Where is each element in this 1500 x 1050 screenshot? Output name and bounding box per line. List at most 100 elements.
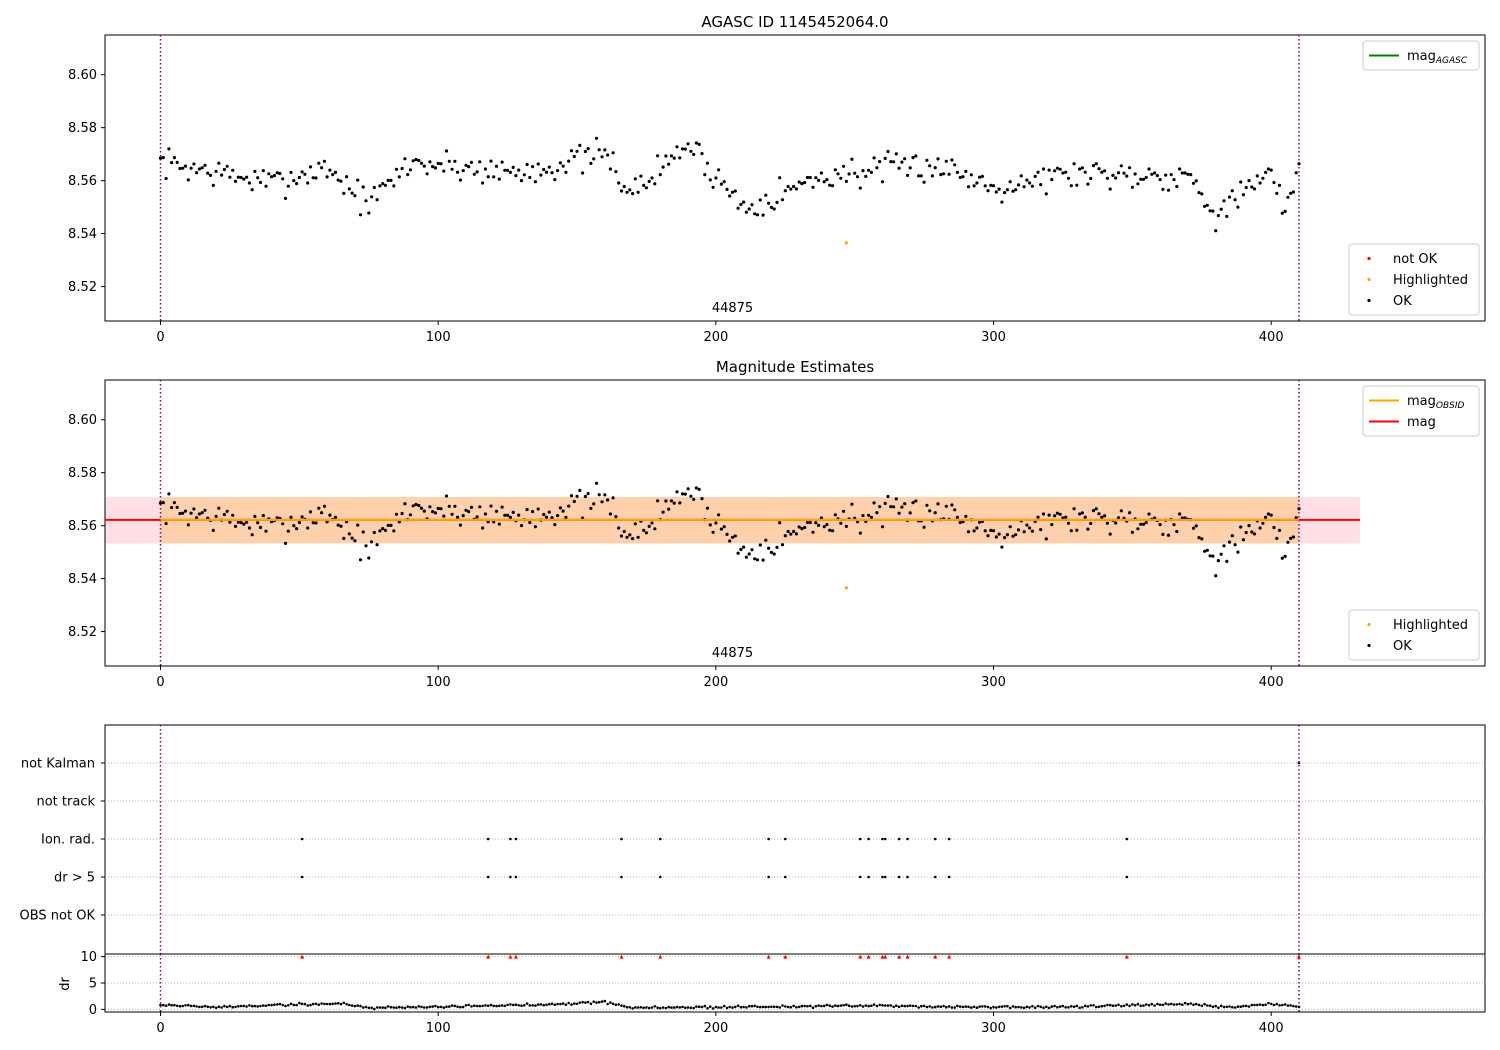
ok-point <box>1236 205 1240 209</box>
ok-point <box>370 195 374 199</box>
ok-point <box>311 176 315 180</box>
clipped-dr-marker <box>513 954 518 959</box>
dr-point <box>661 1006 665 1009</box>
ok-point <box>436 161 440 165</box>
ok-point <box>675 145 679 149</box>
ok-point <box>619 189 624 193</box>
dr-point <box>542 1003 545 1007</box>
ok-point <box>261 514 265 518</box>
ok-point <box>1286 540 1290 544</box>
ok-point <box>1247 179 1251 183</box>
ok-point <box>1216 559 1220 563</box>
ok-point <box>692 152 696 156</box>
ok-point <box>195 171 199 175</box>
ok-point <box>1153 171 1157 175</box>
ok-point <box>925 158 929 162</box>
ok-point <box>1283 554 1287 559</box>
ok-point <box>1172 178 1176 182</box>
clipped-dr-marker <box>508 954 513 959</box>
y-tick-label: 8.54 <box>68 227 97 242</box>
ok-point <box>1080 511 1084 515</box>
ok-point <box>942 172 946 176</box>
ok-point <box>1258 181 1262 185</box>
ok-point <box>481 181 485 185</box>
legend-label: magOBSID <box>1407 394 1465 411</box>
ok-point <box>533 525 538 529</box>
ok-point <box>572 154 576 159</box>
ok-point <box>508 515 512 520</box>
ok-point <box>661 165 665 169</box>
dr-point <box>1269 1002 1273 1006</box>
ok-point <box>728 194 732 198</box>
ok-point <box>636 535 640 539</box>
ok-point <box>586 492 590 496</box>
dr-point <box>1267 1001 1270 1005</box>
ok-point <box>1003 536 1007 540</box>
ok-point <box>586 147 590 151</box>
dr-point <box>672 1006 676 1009</box>
dr-point <box>1011 1005 1015 1008</box>
ok-point <box>1025 178 1029 182</box>
panel-flags: not Kalman not track Ion. rad. dr > 5 OBS no… <box>20 724 1486 955</box>
ok-point <box>1269 168 1273 172</box>
dr-point <box>625 1005 629 1009</box>
dr-point <box>886 1004 890 1007</box>
ok-point <box>281 522 285 526</box>
ok-point <box>880 525 885 529</box>
ok-point <box>722 180 726 184</box>
ok-point <box>1133 172 1137 176</box>
ok-point <box>642 528 646 533</box>
ok-point <box>850 157 854 161</box>
dr-point <box>1153 1004 1156 1007</box>
dr-point <box>328 1002 332 1006</box>
dr-point <box>1072 1005 1076 1008</box>
obsid-annotation: 44875 <box>712 646 753 661</box>
dr-point <box>523 1004 526 1007</box>
dr-point <box>856 1004 859 1008</box>
ok-point <box>964 514 968 519</box>
ok-point <box>300 170 304 174</box>
dr-point <box>1006 1004 1009 1008</box>
ok-point <box>1050 523 1054 527</box>
ok-point <box>875 166 879 170</box>
ok-point <box>220 173 224 177</box>
ok-point <box>814 176 818 180</box>
ok-point <box>633 522 637 526</box>
dr-point <box>267 1003 271 1007</box>
ok-point <box>178 511 182 516</box>
ok-point <box>436 506 440 510</box>
ok-point <box>1264 170 1268 174</box>
dr-point <box>1172 1003 1176 1006</box>
ok-point <box>1144 175 1148 180</box>
ok-point <box>208 173 213 177</box>
ok-point <box>955 515 960 520</box>
dr-point <box>273 1003 276 1006</box>
ok-point <box>328 168 332 172</box>
dr-point <box>1297 1005 1301 1009</box>
dr-point <box>922 1004 926 1008</box>
ok-point <box>1178 167 1182 171</box>
ok-point <box>1252 532 1257 536</box>
ok-point <box>1072 162 1076 166</box>
clipped-dr-marker <box>619 954 624 959</box>
ok-point <box>800 527 804 531</box>
ok-point <box>1275 191 1279 195</box>
dr-point <box>1053 1004 1056 1008</box>
dr-point <box>697 1005 701 1008</box>
dr-point <box>1089 1004 1092 1007</box>
ok-point <box>417 503 421 508</box>
ok-point <box>867 168 871 172</box>
dr-point <box>1256 1003 1259 1007</box>
dr-point <box>384 1006 387 1009</box>
ok-point <box>322 504 326 508</box>
ok-point <box>1103 169 1107 173</box>
ok-point <box>1136 182 1140 186</box>
ok-point <box>606 153 610 157</box>
ok-point <box>1111 173 1115 177</box>
ok-point <box>469 160 474 164</box>
dr-point <box>917 1006 920 1009</box>
ok-point <box>744 555 749 559</box>
ok-point <box>245 520 249 524</box>
ok-point <box>1064 170 1068 174</box>
ok-point <box>1239 525 1243 529</box>
